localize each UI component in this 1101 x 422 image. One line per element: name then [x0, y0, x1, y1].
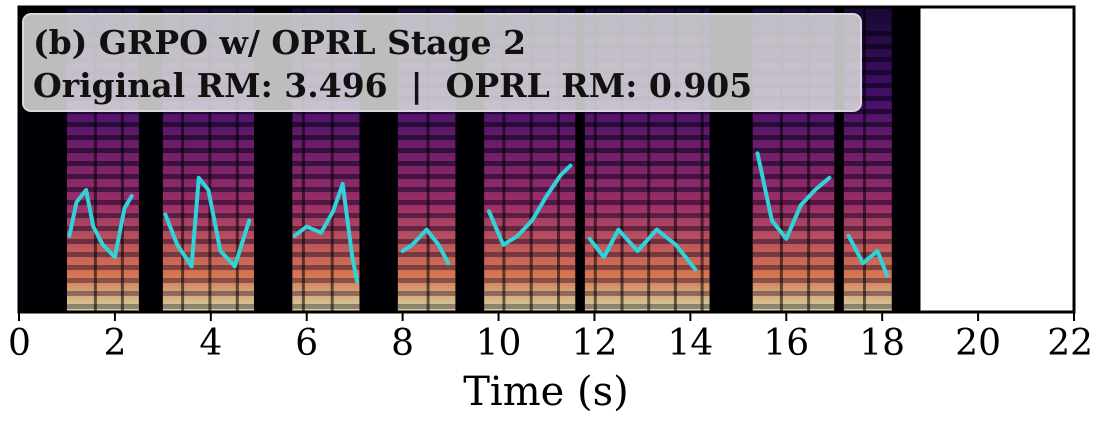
annotation-scores: Original RM: 3.496 | OPRL RM: 0.905 [33, 66, 752, 105]
x-tick-label: 6 [295, 323, 318, 364]
x-tick-label: 2 [103, 323, 126, 364]
x-tick-label: 10 [476, 323, 522, 364]
x-axis-label: Time (s) [463, 369, 629, 415]
x-tick-label: 14 [667, 323, 713, 364]
x-axis-ticks: 0 2 4 6 8 10 12 14 16 18 20 22 [8, 312, 1093, 364]
pitch-contour-segment [487, 163, 573, 247]
pitch-contour-segment [587, 227, 698, 272]
annotation-title: (b) GRPO w/ OPRL Stage 2 [33, 23, 526, 62]
x-tick-label: 16 [763, 323, 809, 364]
x-tick-label: 22 [1047, 323, 1093, 364]
pitch-contour-segment [292, 181, 360, 284]
plot-frame [17, 5, 1076, 314]
x-tick-label: 18 [859, 323, 905, 364]
pitch-contour-segment [67, 188, 134, 260]
annotation-box: (b) GRPO w/ OPRL Stage 2 Original RM: 3.… [22, 13, 862, 112]
x-tick-label: 0 [8, 323, 31, 364]
pitch-contour-segment [163, 175, 252, 269]
pitch-contour-segment [846, 233, 889, 278]
x-tick-label: 12 [572, 323, 618, 364]
x-tick-label: 20 [955, 323, 1001, 364]
pitch-contour-segment [400, 227, 451, 266]
x-tick-label: 8 [391, 323, 414, 364]
x-tick-label: 4 [199, 323, 222, 364]
pitch-contour [67, 151, 889, 284]
pitch-contour-segment [755, 151, 832, 241]
